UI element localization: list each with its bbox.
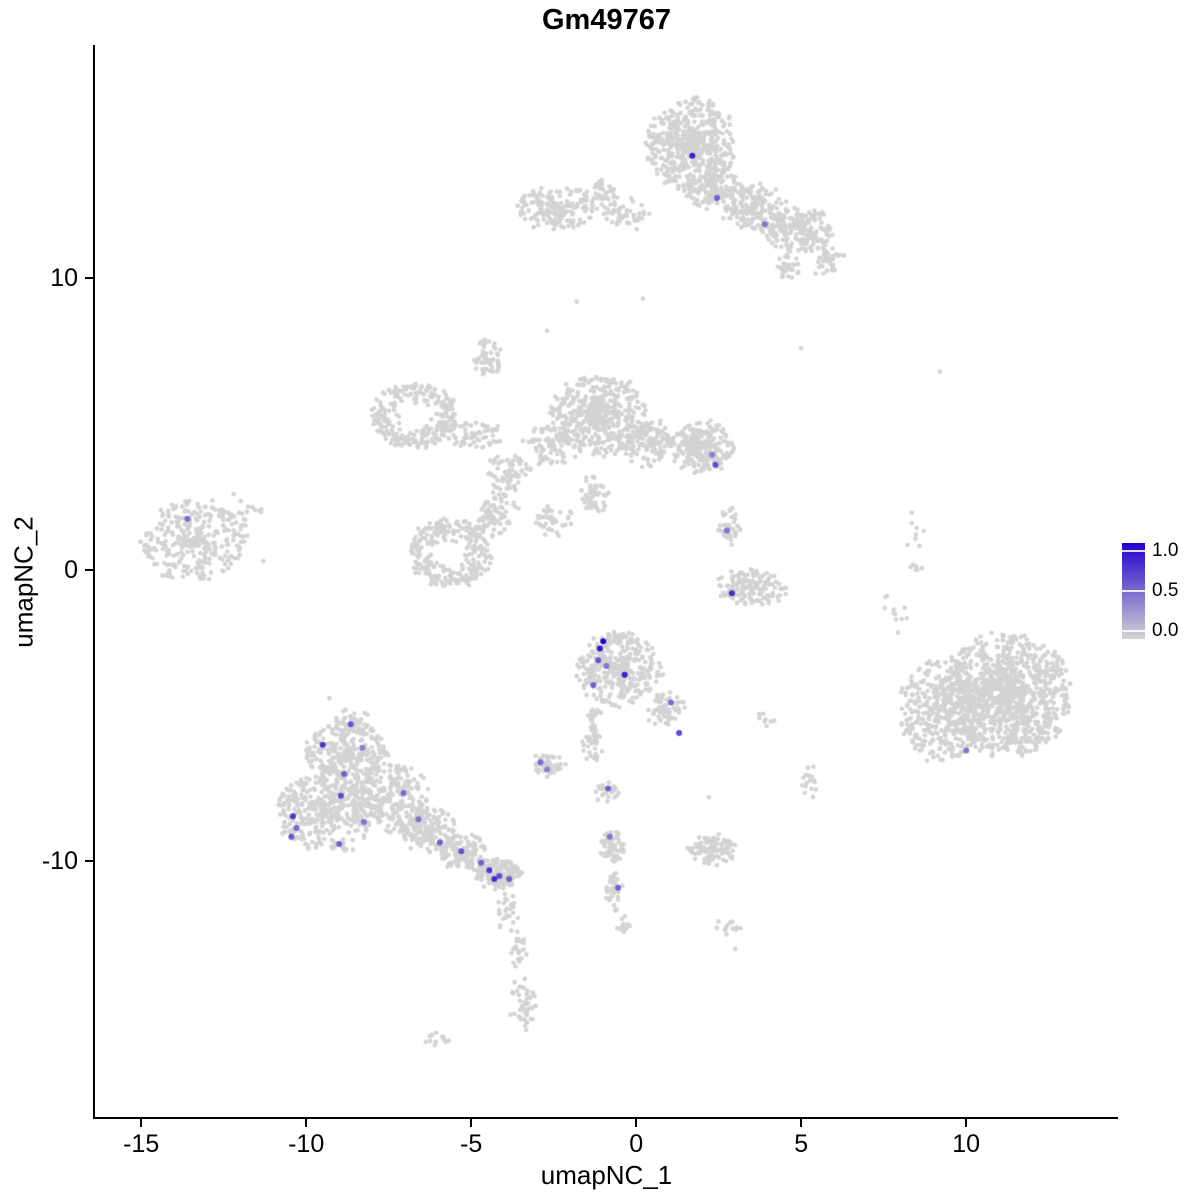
x-axis-tick <box>635 1119 638 1127</box>
x-axis-tick-label: -5 <box>460 1130 483 1158</box>
legend-tick <box>1122 590 1145 592</box>
y-axis-tick <box>85 277 93 280</box>
y-axis-line <box>93 45 95 1119</box>
y-axis-tick-label: -10 <box>41 847 78 876</box>
y-axis-tick-label: 10 <box>50 264 78 293</box>
x-axis-tick <box>305 1119 308 1127</box>
legend-gradient-bar <box>1122 543 1145 639</box>
x-axis-tick-label: 0 <box>629 1130 644 1158</box>
legend-tick-label: 1.0 <box>1152 540 1179 561</box>
legend-tick-label: 0.5 <box>1152 580 1179 601</box>
y-axis-tick <box>85 568 93 571</box>
legend-tick-label: 0.0 <box>1152 620 1179 641</box>
x-axis-title: umapNC_1 <box>540 1160 673 1190</box>
x-axis-tick <box>965 1119 968 1127</box>
x-axis-tick-label: 5 <box>794 1130 809 1158</box>
scatter-points-canvas <box>95 45 1118 1118</box>
x-axis-tick-label: -10 <box>288 1130 325 1158</box>
x-axis-tick <box>470 1119 473 1127</box>
plot-title: Gm49767 <box>542 4 671 36</box>
y-axis-tick <box>85 860 93 863</box>
legend-tick <box>1122 630 1145 632</box>
x-axis-tick <box>140 1119 143 1127</box>
expression-color-legend: 1.0 0.5 0.0 <box>1122 540 1198 647</box>
x-axis-tick-label: -15 <box>123 1130 160 1158</box>
x-axis-line <box>93 1117 1118 1119</box>
x-axis-tick <box>800 1119 803 1127</box>
y-axis-tick-label: 0 <box>64 555 78 584</box>
x-axis-tick-label: 10 <box>952 1130 981 1158</box>
legend-tick <box>1122 550 1145 552</box>
